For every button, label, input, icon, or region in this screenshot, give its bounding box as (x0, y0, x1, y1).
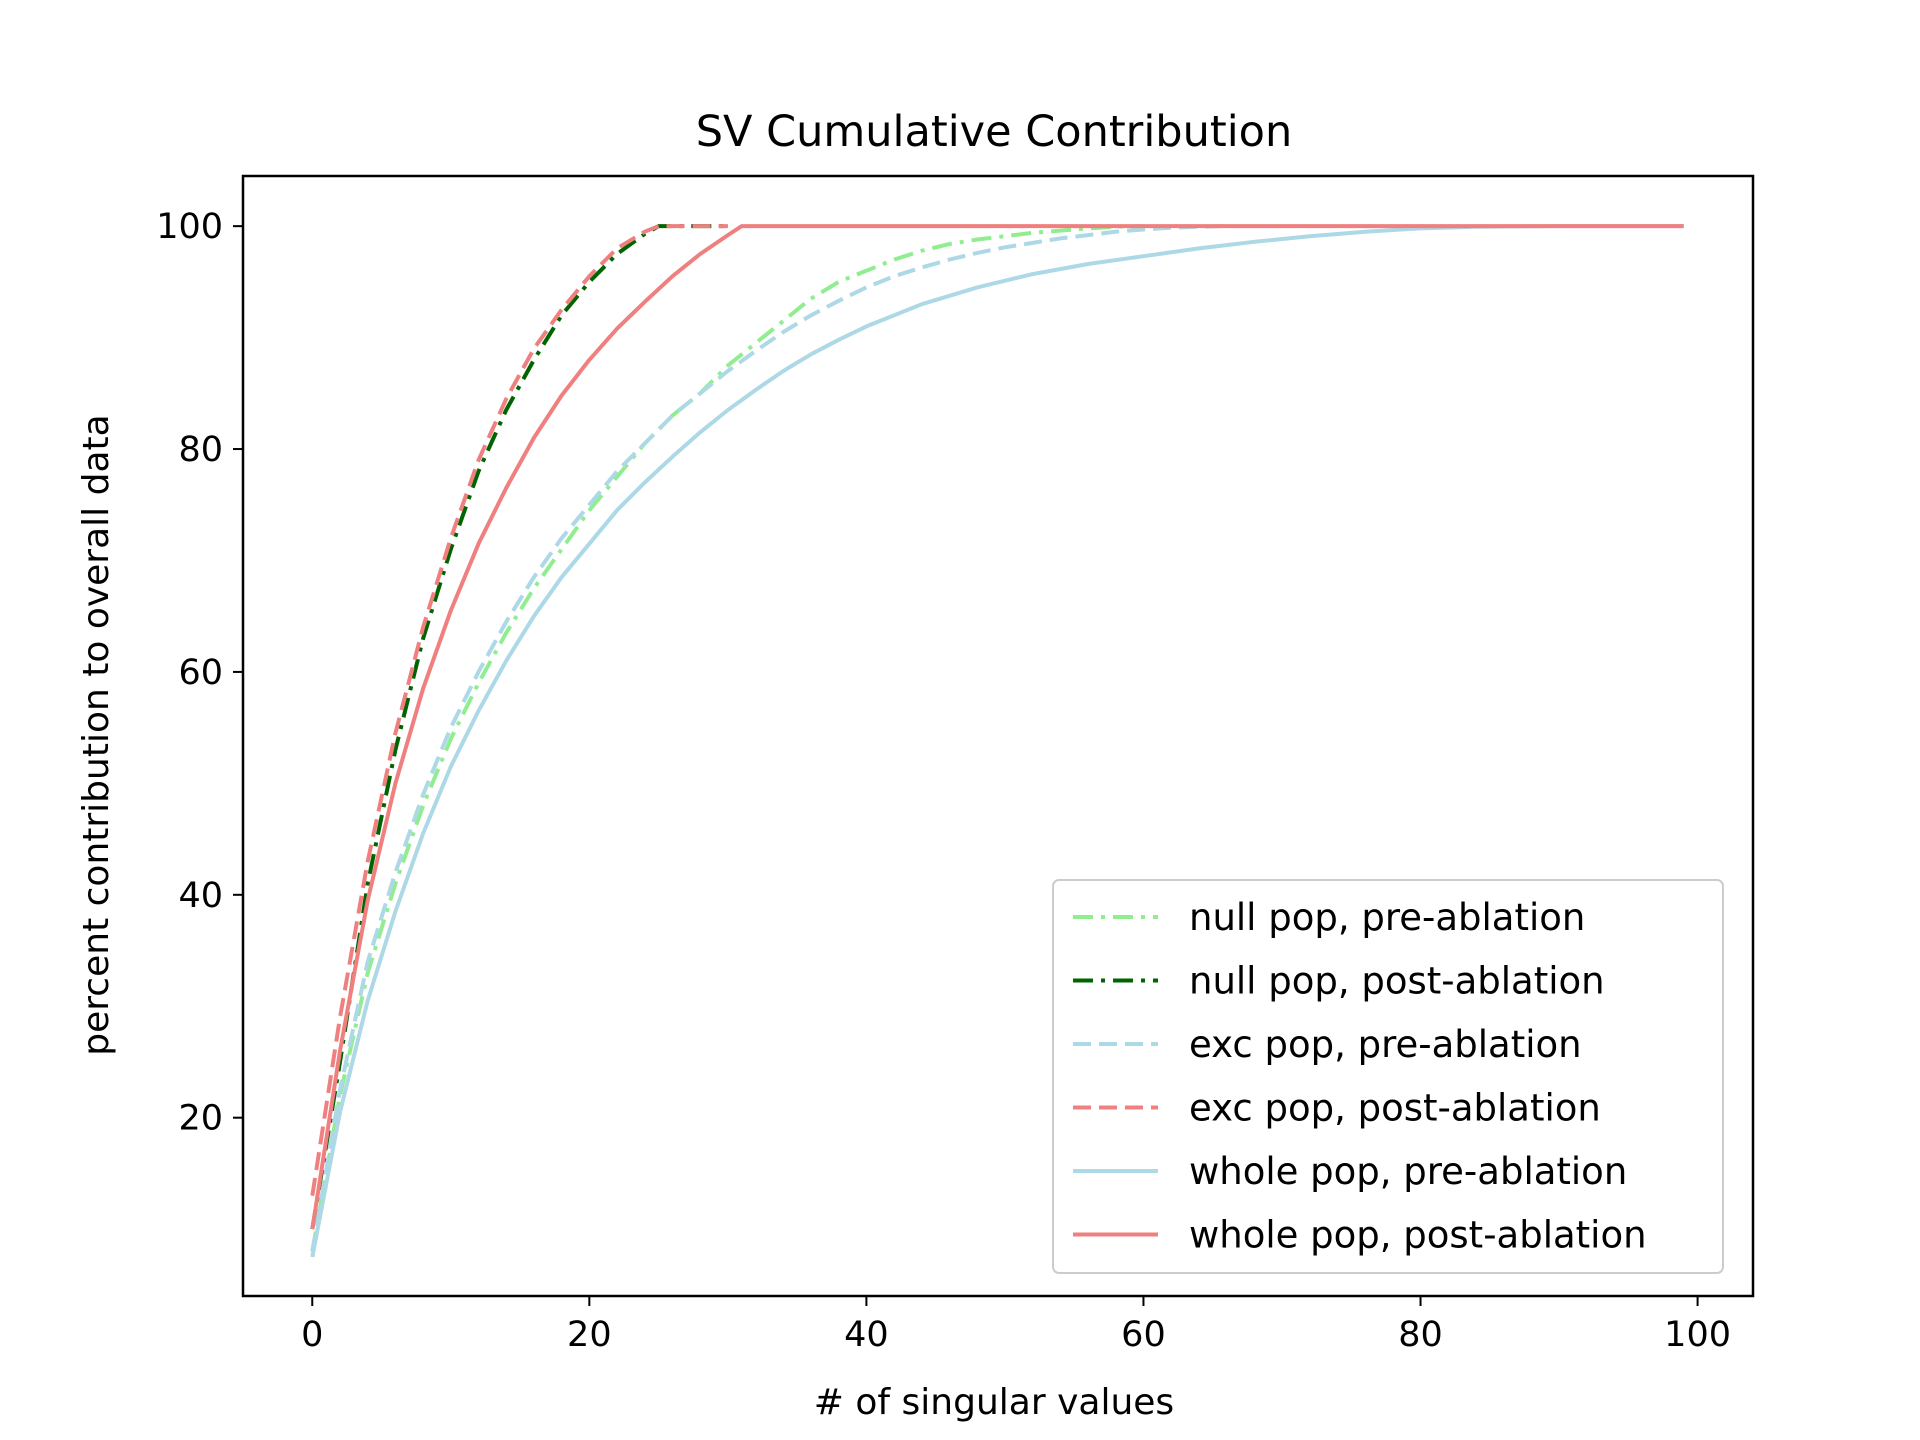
y-tick-label: 40 (178, 876, 223, 916)
series-line-2 (310, 224, 728, 1230)
x-tick-label: 0 (301, 1315, 323, 1355)
x-tick-label: 80 (1398, 1315, 1443, 1355)
x-tick-label: 100 (1664, 1315, 1731, 1355)
legend-box (1052, 879, 1724, 1274)
x-tick-label: 60 (1121, 1315, 1166, 1355)
legend-label-1: null pop, pre-ablation (1189, 896, 1585, 939)
series-line-1 (310, 224, 1144, 1252)
y-tick-label: 20 (178, 1099, 223, 1139)
y-tick-label: 60 (178, 653, 223, 693)
x-tick-label: 40 (844, 1315, 889, 1355)
series-line-6 (310, 224, 1684, 1230)
series-line-3 (310, 224, 1227, 1252)
axes: 0 20 40 60 80 100 20 40 60 80 100 (156, 174, 1755, 1355)
plot-area (310, 224, 1684, 1258)
axes-frame (241, 174, 1755, 1298)
legend-label-4: exc pop, post-ablation (1189, 1087, 1601, 1130)
legend: null pop, pre-ablation null pop, post-abl… (1052, 879, 1724, 1274)
series-line-4 (310, 224, 728, 1197)
legend-label-5: whole pop, pre-ablation (1189, 1150, 1627, 1193)
chart-title: SV Cumulative Contribution (696, 107, 1292, 157)
series-line-5 (310, 224, 1684, 1258)
legend-label-2: null pop, post-ablation (1189, 960, 1605, 1003)
x-axis-label: # of singular values (814, 1382, 1174, 1423)
legend-label-3: exc pop, pre-ablation (1189, 1023, 1582, 1066)
y-tick-label: 80 (178, 430, 223, 470)
x-tick-label: 20 (567, 1315, 612, 1355)
legend-label-6: whole pop, post-ablation (1189, 1214, 1647, 1257)
y-axis-label: percent contribution to overall data (76, 414, 117, 1055)
y-tick-label: 100 (156, 207, 223, 247)
